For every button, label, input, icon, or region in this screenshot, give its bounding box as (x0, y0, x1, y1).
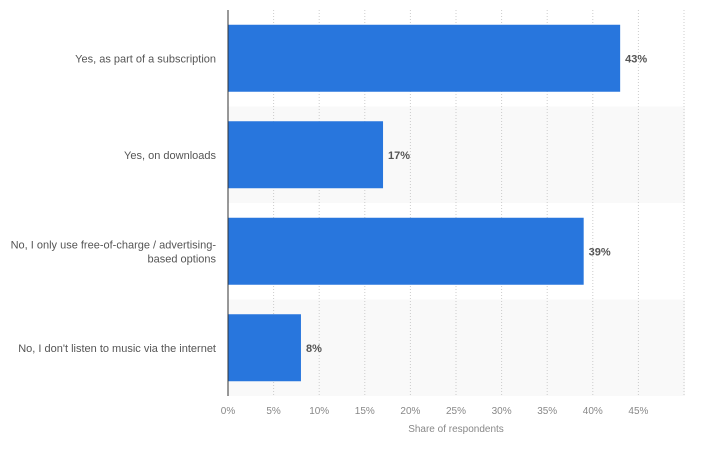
bar[interactable] (228, 217, 584, 285)
data-label: 17% (388, 150, 410, 162)
category-label: No, I don't listen to music via the inte… (18, 343, 216, 355)
x-tick-label: 35% (537, 406, 557, 417)
x-axis-title: Share of respondents (408, 424, 504, 435)
x-tick-label: 25% (446, 406, 466, 417)
x-tick-labels: 0% 5% 10% 15% 20% 25% 30% 35% 40% 45% (221, 406, 649, 417)
category-label: Yes, on downloads (124, 150, 216, 162)
bar[interactable] (228, 24, 621, 92)
x-tick-label: 5% (266, 406, 281, 417)
data-label: 39% (589, 246, 611, 258)
x-tick-label: 45% (628, 406, 648, 417)
bar[interactable] (228, 121, 384, 189)
x-tick-label: 15% (355, 406, 375, 417)
data-labels: 43% 17% 39% 8% (306, 53, 647, 355)
bar[interactable] (228, 314, 301, 382)
category-label: Yes, as part of a subscription (75, 53, 216, 65)
x-tick-label: 40% (583, 406, 603, 417)
bars (228, 24, 621, 382)
data-label: 8% (306, 343, 322, 355)
x-tick-label: 0% (221, 406, 236, 417)
category-label: No, I only use free-of-charge / advertis… (11, 239, 217, 265)
x-tick-label: 20% (400, 406, 420, 417)
x-tick-label: 30% (492, 406, 512, 417)
x-tick-label: 10% (309, 406, 329, 417)
category-labels: Yes, as part of a subscription Yes, on do… (11, 53, 217, 355)
data-label: 43% (625, 53, 647, 65)
